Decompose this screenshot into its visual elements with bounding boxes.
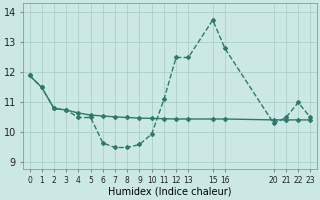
X-axis label: Humidex (Indice chaleur): Humidex (Indice chaleur)	[108, 187, 232, 197]
